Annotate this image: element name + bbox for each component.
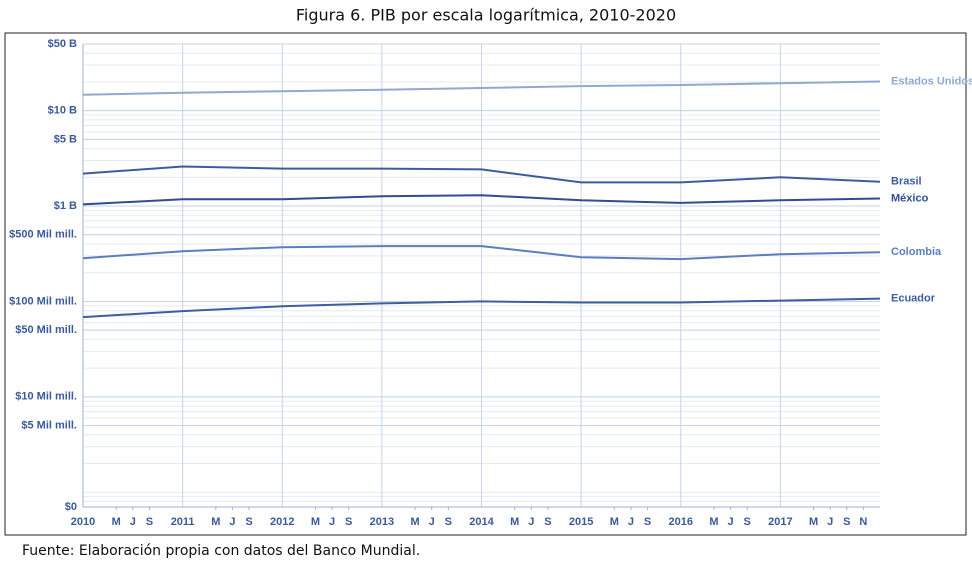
series-line	[82, 297, 881, 319]
x-tick-label: J	[329, 516, 335, 528]
x-tick-label: 2017	[768, 516, 792, 528]
x-tick-label: 2013	[370, 516, 394, 528]
x-tick-label: J	[229, 516, 235, 528]
x-tick-label: 2011	[171, 516, 195, 528]
y-tick-label: $500 Mil mill.	[9, 229, 77, 241]
x-tick-label: M	[709, 516, 718, 528]
x-tick-label: 2014	[469, 516, 494, 528]
source-note: Fuente: Elaboración propia con datos del…	[22, 543, 420, 559]
x-tick-label: N	[859, 516, 867, 528]
series-line	[82, 194, 881, 206]
series-line	[82, 80, 881, 96]
x-tick-label: J	[528, 516, 534, 528]
chart-frame	[4, 32, 967, 536]
x-tick-label: S	[445, 516, 452, 528]
x-tick-label: 2015	[569, 516, 593, 528]
series-label: México	[891, 192, 929, 204]
y-tick-label: $10 Mil mill.	[15, 391, 77, 403]
x-tick-label: S	[544, 516, 551, 528]
y-tick-label: $1 B	[54, 200, 77, 212]
x-tick-label: S	[843, 516, 850, 528]
x-tick-label: S	[345, 516, 352, 528]
y-tick-label: $10 B	[48, 105, 77, 117]
x-tick-label: S	[245, 516, 252, 528]
x-tick-label: M	[610, 516, 619, 528]
x-tick-label: J	[827, 516, 833, 528]
x-tick-label: M	[112, 516, 121, 528]
x-tick-label: S	[744, 516, 751, 528]
x-tick-label: M	[809, 516, 818, 528]
x-tick-label: J	[628, 516, 634, 528]
y-tick-label: $5 B	[54, 133, 77, 145]
x-tick-label: J	[728, 516, 734, 528]
x-tick-label: S	[644, 516, 651, 528]
x-tick-label: 2010	[71, 516, 95, 528]
x-tick-label: J	[130, 516, 136, 528]
series-label: Ecuador	[891, 293, 936, 305]
x-tick-label: 2016	[669, 516, 693, 528]
x-tick-label: J	[429, 516, 435, 528]
y-tick-label: $5 Mil mill.	[21, 419, 77, 431]
series-label: Brasil	[891, 176, 922, 188]
x-tick-label: M	[410, 516, 419, 528]
x-tick-label: M	[211, 516, 220, 528]
chart-title: Figura 6. PIB por escala logarítmica, 20…	[296, 6, 676, 25]
x-tick-label: M	[510, 516, 519, 528]
y-tick-label: $0	[65, 501, 77, 513]
x-tick-label: M	[311, 516, 320, 528]
series-line	[82, 245, 881, 261]
series-line	[82, 165, 881, 184]
series-label: Colombia	[891, 246, 942, 258]
y-tick-label: $50 Mil mill.	[15, 324, 77, 336]
series-label: Estados Unidos	[891, 75, 972, 87]
x-tick-label: 2012	[270, 516, 294, 528]
y-tick-label: $50 B	[48, 38, 77, 50]
x-tick-label: S	[146, 516, 153, 528]
y-tick-label: $100 Mil mill.	[9, 295, 77, 307]
